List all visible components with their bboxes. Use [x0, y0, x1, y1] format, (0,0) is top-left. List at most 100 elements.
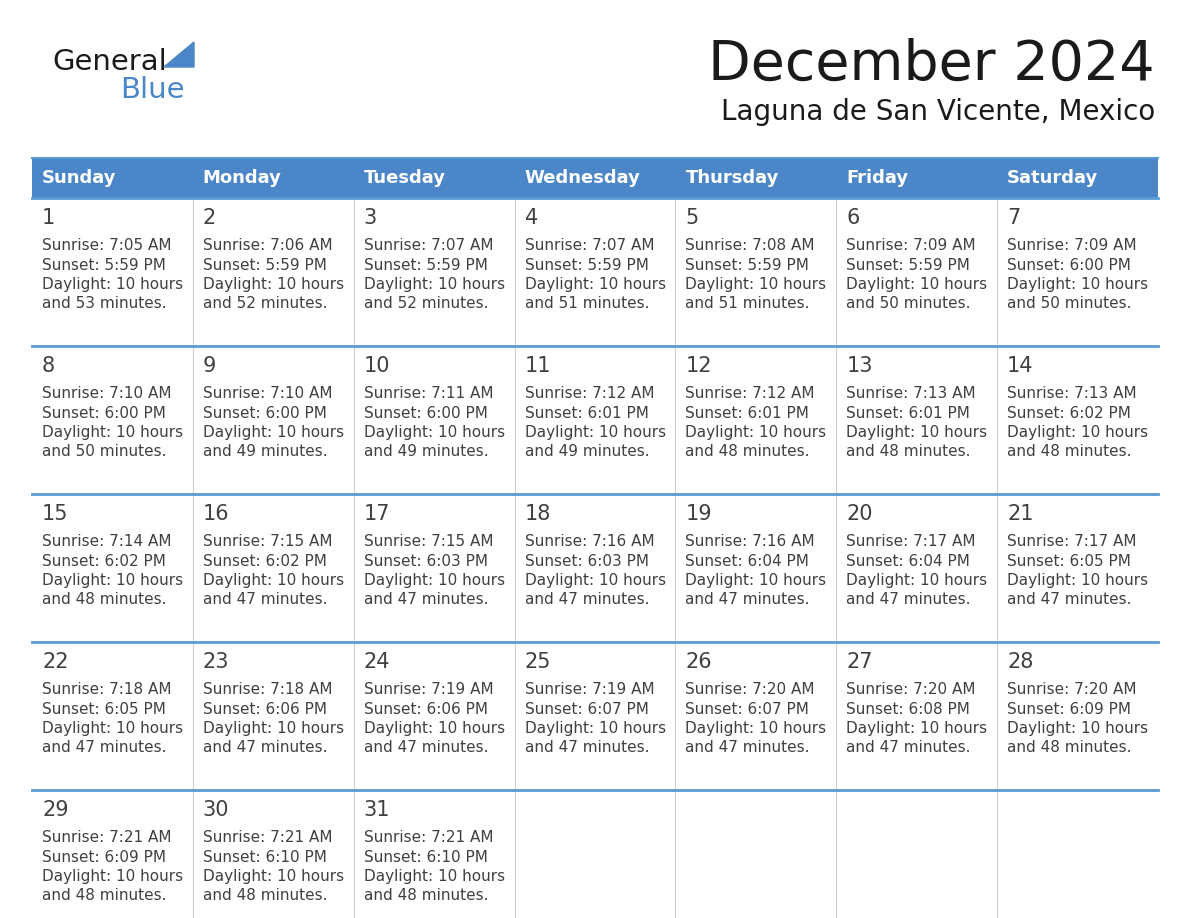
Text: 17: 17 — [364, 504, 390, 524]
Text: Sunrise: 7:12 AM: Sunrise: 7:12 AM — [685, 386, 815, 401]
Text: Daylight: 10 hours: Daylight: 10 hours — [685, 721, 827, 735]
Bar — [676, 642, 836, 790]
Text: Daylight: 10 hours: Daylight: 10 hours — [1007, 573, 1149, 588]
Text: Sunset: 6:09 PM: Sunset: 6:09 PM — [42, 849, 166, 865]
Bar — [997, 790, 1158, 918]
Bar — [997, 346, 1158, 494]
Bar — [997, 494, 1158, 642]
Text: 30: 30 — [203, 800, 229, 820]
Text: Daylight: 10 hours: Daylight: 10 hours — [525, 721, 665, 735]
Text: Sunrise: 7:12 AM: Sunrise: 7:12 AM — [525, 386, 655, 401]
Bar — [32, 494, 192, 642]
Text: and 47 minutes.: and 47 minutes. — [203, 591, 328, 607]
Text: Daylight: 10 hours: Daylight: 10 hours — [203, 424, 345, 440]
Text: and 52 minutes.: and 52 minutes. — [364, 296, 488, 310]
Text: Daylight: 10 hours: Daylight: 10 hours — [364, 276, 505, 292]
Text: Daylight: 10 hours: Daylight: 10 hours — [203, 868, 345, 883]
Text: 21: 21 — [1007, 504, 1034, 524]
Text: Sunset: 6:05 PM: Sunset: 6:05 PM — [42, 701, 166, 717]
Text: Laguna de San Vicente, Mexico: Laguna de San Vicente, Mexico — [721, 98, 1155, 126]
Text: Sunset: 6:02 PM: Sunset: 6:02 PM — [1007, 406, 1131, 420]
Text: Daylight: 10 hours: Daylight: 10 hours — [846, 276, 987, 292]
Text: 22: 22 — [42, 652, 69, 672]
Text: 28: 28 — [1007, 652, 1034, 672]
Text: and 47 minutes.: and 47 minutes. — [42, 740, 166, 755]
Text: Sunset: 6:05 PM: Sunset: 6:05 PM — [1007, 554, 1131, 568]
Text: 26: 26 — [685, 652, 712, 672]
Text: Daylight: 10 hours: Daylight: 10 hours — [203, 276, 345, 292]
Text: Sunset: 5:59 PM: Sunset: 5:59 PM — [364, 258, 487, 273]
Text: and 51 minutes.: and 51 minutes. — [685, 296, 810, 310]
Text: Sunset: 6:00 PM: Sunset: 6:00 PM — [42, 406, 166, 420]
Text: and 47 minutes.: and 47 minutes. — [1007, 591, 1132, 607]
Text: Thursday: Thursday — [685, 169, 779, 187]
Text: 1: 1 — [42, 208, 56, 228]
Text: December 2024: December 2024 — [708, 38, 1155, 92]
Bar — [997, 198, 1158, 346]
Text: Wednesday: Wednesday — [525, 169, 640, 187]
Text: and 49 minutes.: and 49 minutes. — [203, 443, 328, 458]
Text: Sunset: 5:59 PM: Sunset: 5:59 PM — [685, 258, 809, 273]
Polygon shape — [164, 42, 194, 67]
Text: 14: 14 — [1007, 356, 1034, 376]
Text: Sunrise: 7:14 AM: Sunrise: 7:14 AM — [42, 534, 171, 550]
Text: 24: 24 — [364, 652, 390, 672]
Bar — [192, 790, 354, 918]
Text: Daylight: 10 hours: Daylight: 10 hours — [42, 276, 183, 292]
Bar — [514, 790, 676, 918]
Text: 13: 13 — [846, 356, 873, 376]
Text: Saturday: Saturday — [1007, 169, 1099, 187]
Text: and 48 minutes.: and 48 minutes. — [364, 888, 488, 902]
Text: 23: 23 — [203, 652, 229, 672]
Text: Sunrise: 7:13 AM: Sunrise: 7:13 AM — [846, 386, 975, 401]
Text: Blue: Blue — [120, 76, 184, 104]
Bar — [192, 346, 354, 494]
Text: Sunrise: 7:09 AM: Sunrise: 7:09 AM — [1007, 239, 1137, 253]
Text: Sunset: 5:59 PM: Sunset: 5:59 PM — [42, 258, 166, 273]
Text: Sunrise: 7:06 AM: Sunrise: 7:06 AM — [203, 239, 333, 253]
Text: Daylight: 10 hours: Daylight: 10 hours — [685, 424, 827, 440]
Text: Sunday: Sunday — [42, 169, 116, 187]
Text: Sunrise: 7:19 AM: Sunrise: 7:19 AM — [525, 682, 655, 698]
Text: Sunset: 6:04 PM: Sunset: 6:04 PM — [685, 554, 809, 568]
Text: and 47 minutes.: and 47 minutes. — [525, 591, 649, 607]
Text: Sunset: 6:06 PM: Sunset: 6:06 PM — [364, 701, 488, 717]
Text: 11: 11 — [525, 356, 551, 376]
Text: 29: 29 — [42, 800, 69, 820]
Text: Sunrise: 7:10 AM: Sunrise: 7:10 AM — [203, 386, 333, 401]
Bar — [192, 198, 354, 346]
Text: Daylight: 10 hours: Daylight: 10 hours — [364, 721, 505, 735]
Bar — [354, 198, 514, 346]
Text: Daylight: 10 hours: Daylight: 10 hours — [42, 573, 183, 588]
Text: Daylight: 10 hours: Daylight: 10 hours — [1007, 721, 1149, 735]
Bar — [354, 790, 514, 918]
Text: and 49 minutes.: and 49 minutes. — [525, 443, 649, 458]
Text: and 48 minutes.: and 48 minutes. — [1007, 740, 1132, 755]
Text: Sunrise: 7:07 AM: Sunrise: 7:07 AM — [364, 239, 493, 253]
Text: and 48 minutes.: and 48 minutes. — [685, 443, 810, 458]
Text: Sunset: 5:59 PM: Sunset: 5:59 PM — [846, 258, 971, 273]
Text: Sunrise: 7:13 AM: Sunrise: 7:13 AM — [1007, 386, 1137, 401]
Bar — [32, 790, 192, 918]
Text: Daylight: 10 hours: Daylight: 10 hours — [1007, 276, 1149, 292]
Text: Daylight: 10 hours: Daylight: 10 hours — [525, 276, 665, 292]
Text: Sunset: 6:03 PM: Sunset: 6:03 PM — [364, 554, 488, 568]
Bar — [32, 198, 192, 346]
Text: and 47 minutes.: and 47 minutes. — [364, 591, 488, 607]
Text: and 47 minutes.: and 47 minutes. — [525, 740, 649, 755]
Text: and 51 minutes.: and 51 minutes. — [525, 296, 649, 310]
Text: Sunset: 6:09 PM: Sunset: 6:09 PM — [1007, 701, 1131, 717]
Text: Sunset: 6:10 PM: Sunset: 6:10 PM — [364, 849, 487, 865]
Text: and 47 minutes.: and 47 minutes. — [685, 740, 810, 755]
Text: Daylight: 10 hours: Daylight: 10 hours — [525, 424, 665, 440]
Text: Sunrise: 7:11 AM: Sunrise: 7:11 AM — [364, 386, 493, 401]
Text: 25: 25 — [525, 652, 551, 672]
Text: Daylight: 10 hours: Daylight: 10 hours — [846, 573, 987, 588]
Bar — [192, 494, 354, 642]
Text: Daylight: 10 hours: Daylight: 10 hours — [203, 721, 345, 735]
Text: 5: 5 — [685, 208, 699, 228]
Text: Monday: Monday — [203, 169, 282, 187]
Text: 16: 16 — [203, 504, 229, 524]
Text: Sunset: 6:08 PM: Sunset: 6:08 PM — [846, 701, 971, 717]
Text: Sunrise: 7:18 AM: Sunrise: 7:18 AM — [203, 682, 333, 698]
